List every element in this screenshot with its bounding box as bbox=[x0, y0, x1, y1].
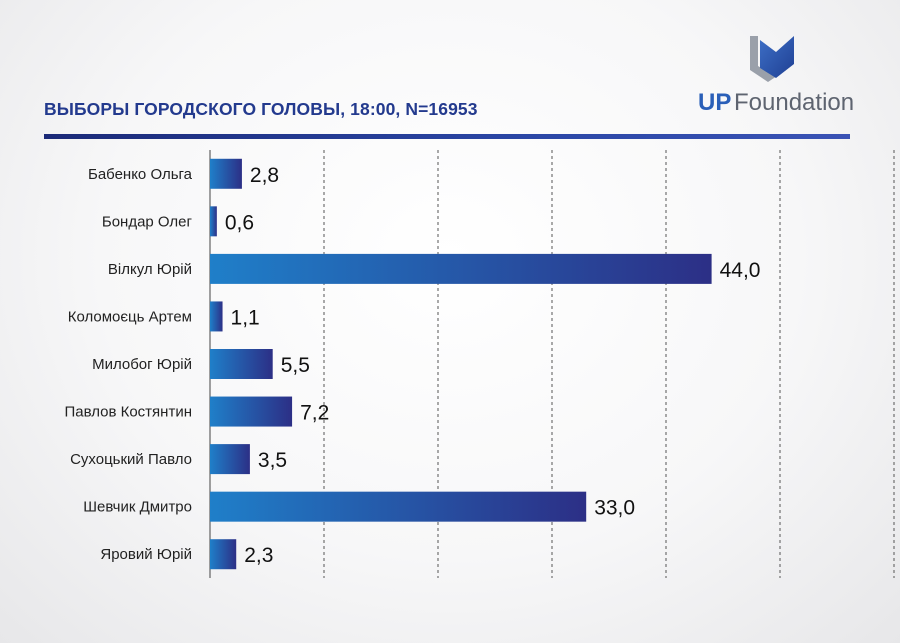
bars bbox=[210, 158, 712, 570]
up-foundation-logo-icon: UP Foundation bbox=[698, 36, 854, 115]
value-label: 44,0 bbox=[720, 259, 761, 282]
value-label: 3,5 bbox=[258, 449, 287, 472]
value-labels: 2,8 0,6 44,0 1,1 5,5 7,2 3,5 33,0 2,3 bbox=[225, 164, 761, 567]
bar bbox=[210, 206, 217, 237]
value-label: 2,3 bbox=[244, 544, 273, 567]
bar bbox=[210, 158, 242, 189]
value-label: 1,1 bbox=[231, 306, 260, 329]
category-label: Коломоєць Артем bbox=[68, 308, 192, 325]
category-label: Яровий Юрій bbox=[100, 546, 192, 563]
bar bbox=[210, 253, 712, 284]
category-label: Вілкул Юрій bbox=[108, 261, 192, 278]
value-label: 2,8 bbox=[250, 164, 279, 187]
logo-mark-blue-icon bbox=[760, 36, 794, 78]
category-label: Павлов Костянтин bbox=[64, 404, 192, 421]
bar bbox=[210, 349, 273, 379]
value-label: 0,6 bbox=[225, 211, 254, 234]
title-underline bbox=[44, 134, 850, 139]
logo-text-foundation: Foundation bbox=[734, 89, 854, 115]
category-label: Бабенко Ольга bbox=[88, 166, 193, 183]
bar bbox=[210, 396, 293, 427]
category-label: Милобог Юрій bbox=[92, 356, 192, 373]
bar bbox=[210, 539, 237, 570]
logo-text-up: UP bbox=[698, 89, 731, 115]
category-label: Шевчик Дмитро bbox=[83, 499, 192, 516]
chart-title: ВЫБОРЫ ГОРОДСКОГО ГОЛОВЫ, 18:00, N=16953 bbox=[44, 99, 478, 119]
bar bbox=[210, 491, 587, 522]
value-label: 5,5 bbox=[281, 354, 310, 377]
bar bbox=[210, 301, 223, 332]
category-label: Сухоцький Павло bbox=[70, 451, 192, 468]
bar bbox=[210, 444, 250, 475]
category-labels: Бабенко Ольга Бондар Олег Вілкул Юрій Колом… bbox=[64, 166, 192, 563]
value-label: 33,0 bbox=[594, 497, 635, 520]
value-label: 7,2 bbox=[300, 402, 329, 425]
category-label: Бондар Олег bbox=[102, 213, 193, 230]
